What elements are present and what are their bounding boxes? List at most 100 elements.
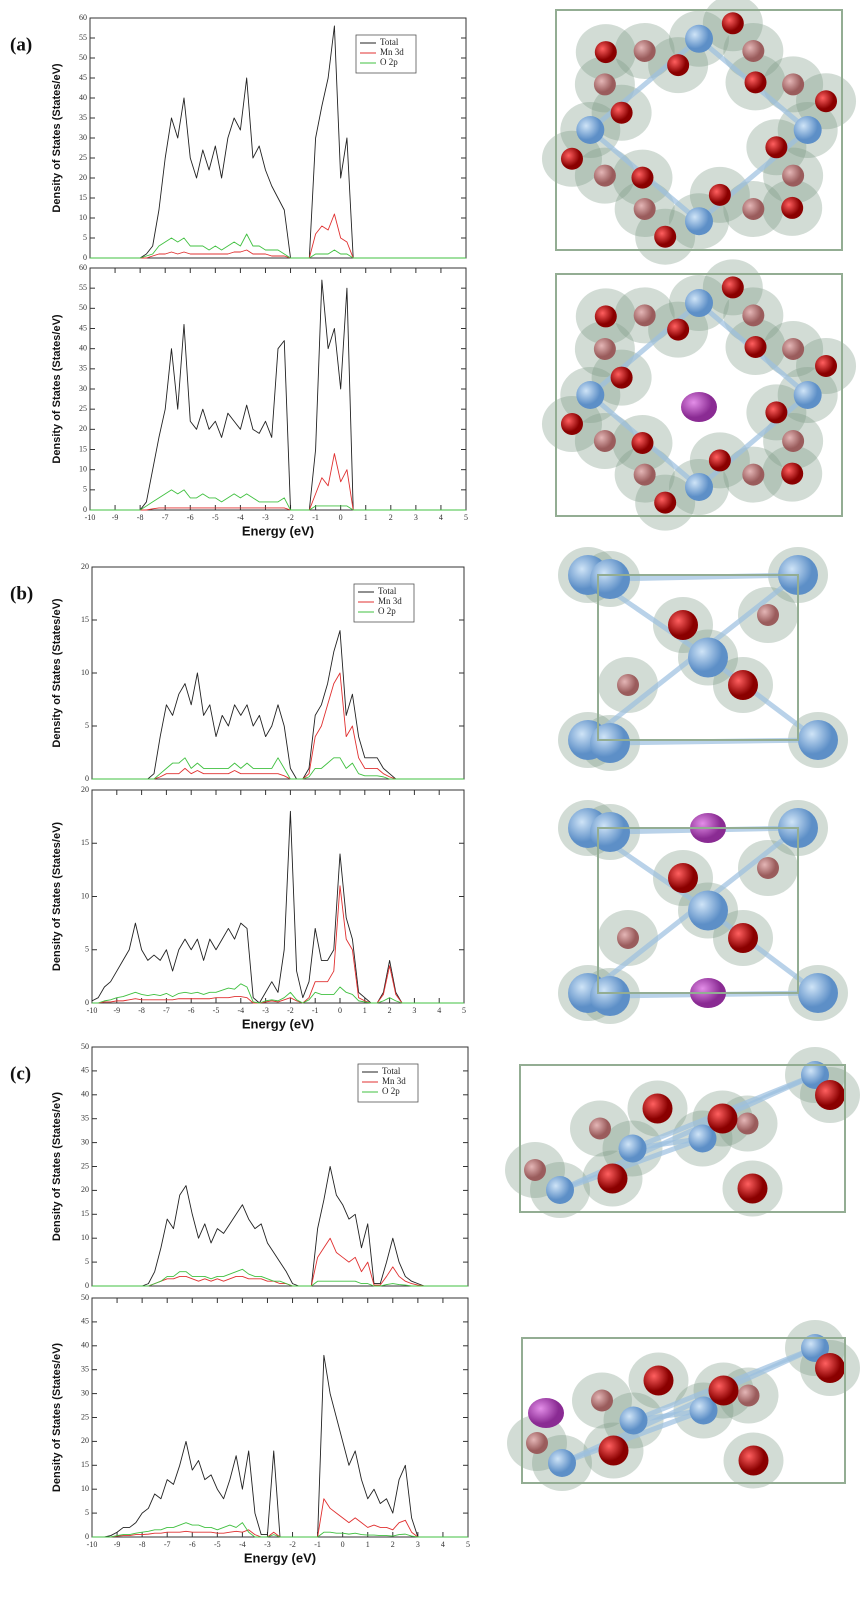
y-tick-label: 10 [81,1484,89,1493]
y-tick-label: 10 [79,213,87,222]
atom-mn-blue [793,116,822,144]
atom-o [560,147,583,170]
atom-mn [782,338,805,361]
x-axis-title: Energy (eV) [242,1016,314,1031]
y-tick-label: 30 [81,1388,89,1397]
x-tick-label: -7 [162,513,169,522]
x-tick-label: -8 [137,513,144,522]
panel-label: (a) [10,34,32,55]
x-tick-label: -1 [312,1006,319,1015]
x-tick-label: -3 [262,513,269,522]
y-tick-label: 40 [81,1090,89,1099]
x-tick-label: 4 [441,1540,445,1549]
atom-mn [633,304,656,327]
crystal-structure [558,547,848,771]
dos-line [92,757,464,780]
unit-cell [555,273,843,517]
atom-o [815,1353,845,1383]
atom-mn-blue [801,1334,829,1362]
plot-frame [89,267,467,511]
dos-line [92,1354,468,1538]
atom-mn-blue [688,637,728,678]
crystal-structure [505,1047,860,1218]
x-tick-label: 2 [389,513,393,522]
legend-box [353,583,415,623]
x-tick-label: -7 [164,1540,171,1549]
atom-mn-blue [689,1396,718,1425]
y-axis-title: Density of States (States/eV) [51,822,63,971]
y-tick-label: 10 [81,891,89,900]
atom-mn-blue [685,207,713,236]
y-tick-label: 0 [85,774,89,783]
x-tick-label: 5 [462,1006,466,1015]
y-tick-label: 45 [79,73,87,82]
y-tick-label: 15 [81,615,89,624]
unit-cell [519,1064,846,1213]
y-tick-label: 5 [83,233,87,242]
y-tick-label: 0 [85,1532,89,1541]
x-tick-label: -7 [163,1006,170,1015]
x-tick-label: 1 [366,1540,370,1549]
y-axis-title: Density of States (States/eV) [51,1343,63,1492]
atom-o [654,225,677,248]
legend-label: Total [378,586,397,596]
atom-o [668,610,698,640]
crystal-structure [558,800,848,1024]
atom-mn-blue [548,1449,576,1477]
atom-mn [782,73,805,96]
atom-mn [593,429,616,452]
atom-o [765,136,788,159]
atom-o [737,1173,768,1204]
plot-frame [91,1297,469,1538]
x-tick-label: 5 [466,1540,470,1549]
x-tick-label: -2 [287,513,294,522]
atom-mn-blue [801,1061,829,1089]
atom-mn [742,463,765,486]
atom-mn [782,429,805,452]
dos-line [92,672,464,780]
y-tick-label: 5 [85,1508,89,1517]
y-tick-label: 30 [79,133,87,142]
y-tick-label: 20 [81,1436,89,1445]
atom-mn-blue [590,723,630,763]
x-tick-label: 0 [338,1006,342,1015]
atom-o [610,366,633,389]
atom-mn-blue [793,381,822,409]
x-tick-label: -9 [112,513,119,522]
y-tick-label: 50 [81,1042,89,1051]
y-tick-label: 0 [85,1281,89,1290]
atom-mn-blue [619,1406,648,1435]
atom-mn [782,164,805,187]
atom-mn [593,338,616,361]
atom-mn [617,674,639,696]
x-tick-label: -5 [212,513,219,522]
x-tick-label: -10 [85,513,96,522]
unit-cell [597,827,799,994]
atom-o [631,431,654,454]
y-tick-label: 55 [79,283,87,292]
crystal-structure [541,0,857,265]
atom-o [721,276,744,299]
x-tick-label: -5 [213,1006,220,1015]
atom-mn [593,73,616,96]
y-tick-label: 10 [81,1233,89,1242]
dos-line [92,1268,468,1287]
atom-mn-blue [618,1134,647,1163]
y-tick-label: 20 [79,424,87,433]
atom-mn [591,1389,613,1412]
atom-mn-blue [688,890,728,931]
atom-o [643,1365,674,1396]
x-tick-label: 0 [341,1540,345,1549]
y-tick-label: 15 [81,1460,89,1469]
legend-label: Mn 3d [378,596,402,606]
bond [697,128,810,224]
y-tick-label: 15 [81,1209,89,1218]
x-tick-label: -6 [189,1540,196,1549]
y-tick-label: 15 [79,193,87,202]
y-tick-label: 50 [81,1293,89,1302]
y-tick-label: 35 [81,1114,89,1123]
y-tick-label: 5 [85,945,89,954]
y-tick-label: 35 [79,364,87,373]
